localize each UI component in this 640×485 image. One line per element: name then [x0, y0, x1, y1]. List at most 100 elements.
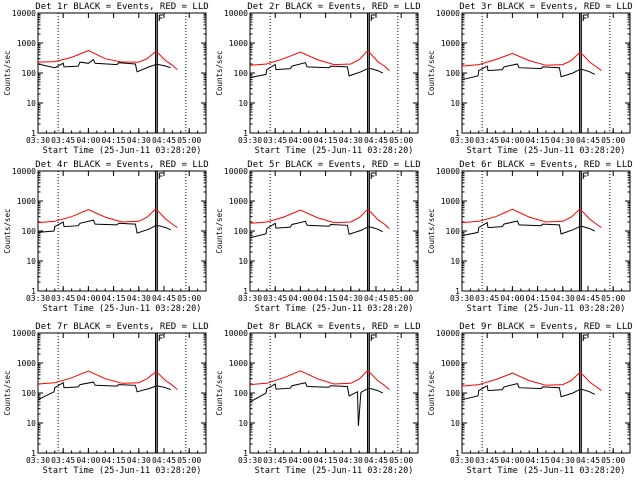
- chart-title: Det 4r BLACK = Events, RED = LLD: [35, 160, 208, 170]
- y-tick-label: 10000: [12, 9, 36, 18]
- plot-frame: [249, 170, 419, 292]
- x-tick-label: 05:00: [389, 456, 413, 465]
- plot-frame: [461, 170, 631, 292]
- marker-flag-icon: [582, 172, 588, 179]
- x-tick-label: 03:45: [263, 456, 287, 465]
- x-tick-label: 04:30: [127, 136, 151, 145]
- series-line-lld: [461, 372, 602, 392]
- marker-flag-icon: [370, 172, 376, 179]
- y-tick-label: 1: [455, 449, 460, 458]
- x-tick-label: 04:00: [76, 456, 100, 465]
- x-tick-label: 04:00: [76, 294, 100, 303]
- y-tick-label: 100: [234, 69, 249, 78]
- x-tick-label: 04:30: [127, 456, 151, 465]
- y-tick-label: 100: [446, 227, 461, 236]
- x-tick-label: 03:30: [238, 136, 262, 145]
- marker-flag-icon: [158, 334, 164, 341]
- y-tick-label: 10: [450, 419, 460, 428]
- series-line-events: [461, 220, 595, 237]
- x-tick-label: 04:45: [364, 294, 388, 303]
- chart-panel-4r: Det 4r BLACK = Events, RED = LLD 1 10 100 10…: [3, 160, 209, 314]
- series-line-events: [37, 219, 171, 234]
- x-tick-label: 04:15: [102, 136, 126, 145]
- chart-title: Det 6r BLACK = Events, RED = LLD: [459, 160, 632, 170]
- x-tick-label: 03:45: [475, 136, 499, 145]
- series-line-lld: [37, 208, 178, 229]
- x-tick-label: 05:00: [601, 294, 625, 303]
- x-tick-label: 04:45: [152, 456, 176, 465]
- x-axis-label: Start Time (25-Jun-11 03:28:20): [43, 304, 202, 314]
- x-tick-label: 04:45: [152, 136, 176, 145]
- y-axis-label: Counts/sec: [3, 50, 12, 95]
- y-tick-label: 100: [22, 227, 37, 236]
- chart-panel-8r: Det 8r BLACK = Events, RED = LLD 1 10 100 10…: [215, 322, 421, 476]
- series-line-lld: [461, 51, 602, 72]
- x-tick-label: 04:15: [526, 294, 550, 303]
- x-tick-label: 04:30: [339, 294, 363, 303]
- chart-panel-6r: Det 6r BLACK = Events, RED = LLD 1 10 100 10…: [427, 160, 633, 314]
- marker-flag-icon: [158, 172, 164, 179]
- x-tick-label: 03:30: [26, 294, 50, 303]
- x-tick-label: 03:30: [450, 456, 474, 465]
- y-tick-label: 1: [455, 287, 460, 296]
- marker-flag-icon: [158, 14, 164, 21]
- y-axis-label: Counts/sec: [427, 50, 436, 95]
- x-tick-label: 04:30: [551, 456, 575, 465]
- y-tick-label: 10000: [436, 167, 460, 176]
- x-tick-label: 03:30: [450, 294, 474, 303]
- y-tick-label: 1: [243, 287, 248, 296]
- y-axis-label: Counts/sec: [427, 370, 436, 415]
- y-tick-label: 10: [238, 419, 248, 428]
- plot-frame: [37, 12, 207, 134]
- x-tick-label: 04:30: [339, 136, 363, 145]
- series-line-lld: [37, 370, 178, 390]
- series-line-lld: [461, 208, 602, 229]
- x-tick-label: 05:00: [389, 294, 413, 303]
- y-tick-label: 1000: [229, 39, 248, 48]
- chart-title: Det 5r BLACK = Events, RED = LLD: [247, 160, 420, 170]
- x-axis-label: Start Time (25-Jun-11 03:28:20): [255, 146, 414, 156]
- y-tick-label: 1000: [441, 39, 460, 48]
- x-tick-label: 05:00: [601, 136, 625, 145]
- y-tick-label: 1000: [17, 39, 36, 48]
- y-tick-label: 100: [446, 389, 461, 398]
- y-tick-label: 10: [26, 257, 36, 266]
- y-tick-label: 10000: [224, 167, 248, 176]
- y-tick-label: 100: [446, 69, 461, 78]
- marker-flag-icon: [370, 334, 376, 341]
- plot-frame: [37, 332, 207, 454]
- chart-title: Det 2r BLACK = Events, RED = LLD: [247, 2, 420, 12]
- y-tick-label: 1000: [229, 197, 248, 206]
- chart-panel-3r: Det 3r BLACK = Events, RED = LLD 1 10 100 10…: [427, 2, 633, 156]
- series-line-events: [37, 381, 171, 401]
- series-line-lld: [37, 50, 178, 70]
- marker-flag-icon: [582, 334, 588, 341]
- marker-flag-icon: [582, 14, 588, 21]
- x-tick-label: 03:45: [51, 294, 75, 303]
- x-tick-label: 03:30: [238, 456, 262, 465]
- y-axis-label: Counts/sec: [215, 208, 224, 253]
- y-tick-label: 10: [238, 99, 248, 108]
- chart-panel-1r: Det 1r BLACK = Events, RED = LLD 1 10 100 10…: [3, 2, 209, 156]
- y-tick-label: 10000: [224, 9, 248, 18]
- x-tick-label: 03:45: [51, 136, 75, 145]
- plot-frame: [461, 12, 631, 134]
- x-tick-label: 04:30: [551, 136, 575, 145]
- x-axis-label: Start Time (25-Jun-11 03:28:20): [43, 466, 202, 476]
- x-tick-label: 05:00: [177, 456, 201, 465]
- y-tick-label: 1: [31, 287, 36, 296]
- series-line-events: [249, 382, 383, 426]
- x-tick-label: 04:00: [288, 456, 312, 465]
- x-axis-label: Start Time (25-Jun-11 03:28:20): [255, 304, 414, 314]
- y-axis-label: Counts/sec: [3, 370, 12, 415]
- y-tick-label: 1000: [229, 359, 248, 368]
- y-tick-label: 10000: [12, 167, 36, 176]
- series-line-lld: [249, 50, 390, 71]
- chart-panel-7r: Det 7r BLACK = Events, RED = LLD 1 10 100 10…: [3, 322, 209, 476]
- series-line-events: [461, 63, 595, 81]
- y-tick-label: 1: [31, 449, 36, 458]
- x-axis-label: Start Time (25-Jun-11 03:28:20): [467, 466, 626, 476]
- x-tick-label: 04:15: [314, 456, 338, 465]
- chart-title: Det 9r BLACK = Events, RED = LLD: [459, 322, 632, 332]
